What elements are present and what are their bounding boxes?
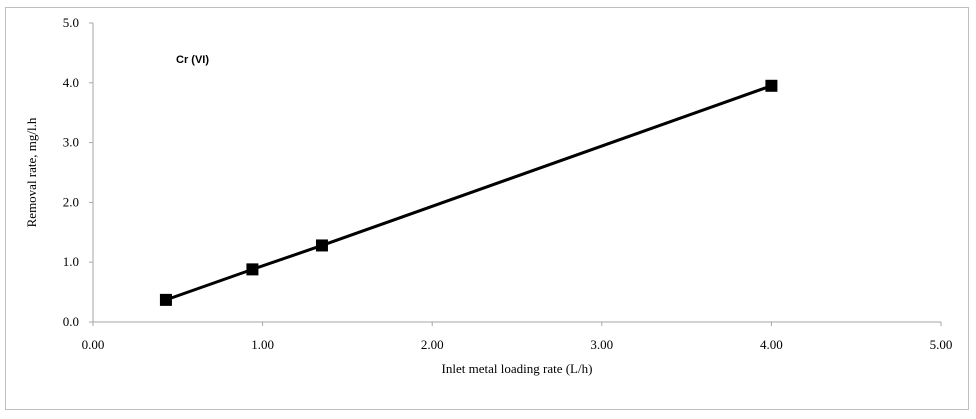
data-point bbox=[246, 263, 259, 276]
y-tick-label: 2.0 bbox=[63, 194, 79, 209]
x-tick-label: 0.00 bbox=[82, 337, 105, 352]
data-point bbox=[315, 239, 328, 252]
series-layer bbox=[159, 79, 778, 306]
series-line bbox=[165, 84, 772, 302]
x-tick-label: 3.00 bbox=[590, 337, 613, 352]
y-tick-label: 0.0 bbox=[63, 314, 79, 329]
y-tick-label: 4.0 bbox=[63, 75, 79, 90]
tick-labels: 0.0 1.0 2.0 3.0 4.0 5.0 0.00 1.00 2.00 3.00 4.00 5.… bbox=[63, 15, 953, 352]
data-point bbox=[159, 293, 172, 306]
y-axis-title: Removal rate, mg/l.h bbox=[24, 117, 39, 227]
x-tick-label: 1.00 bbox=[251, 337, 274, 352]
y-tick-label: 5.0 bbox=[63, 15, 79, 30]
x-axis-title: Inlet metal loading rate (L/h) bbox=[442, 361, 593, 376]
axes bbox=[89, 22, 942, 326]
y-tick-label: 3.0 bbox=[63, 135, 79, 150]
chart-annotation: Cr (VI) bbox=[176, 54, 209, 66]
x-tick-label: 5.00 bbox=[930, 337, 953, 352]
chart-svg: 0.0 1.0 2.0 3.0 4.0 5.0 0.00 1.00 2.00 3.00 4.00 5.… bbox=[24, 15, 953, 376]
y-tick-label: 1.0 bbox=[63, 254, 79, 269]
x-tick-label: 4.00 bbox=[760, 337, 783, 352]
x-tick-label: 2.00 bbox=[421, 337, 444, 352]
data-point bbox=[765, 79, 778, 92]
chart-area: 0.0 1.0 2.0 3.0 4.0 5.0 0.00 1.00 2.00 3.00 4.00 5.… bbox=[5, 7, 969, 410]
